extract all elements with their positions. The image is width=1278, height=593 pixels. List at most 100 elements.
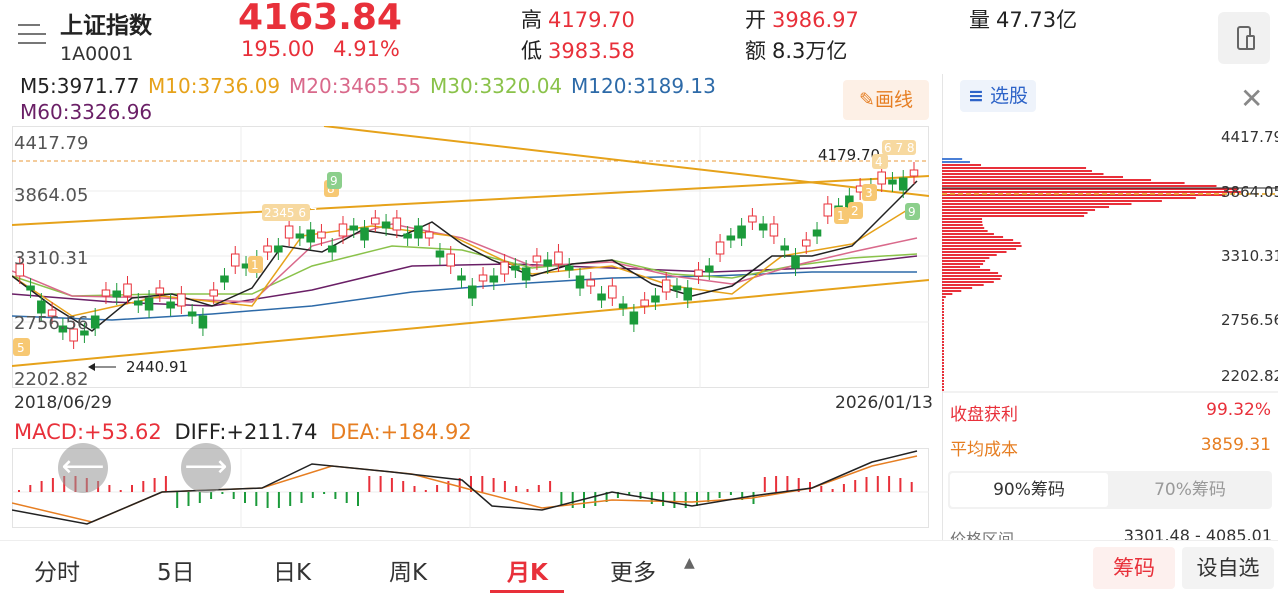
candle	[662, 280, 670, 292]
chip-bar	[942, 290, 961, 292]
chip-bar	[942, 320, 944, 322]
candle	[813, 230, 821, 236]
candle	[619, 304, 627, 308]
end-date: 2026/01/13	[835, 393, 933, 413]
device-switch-button[interactable]	[1218, 12, 1270, 64]
chip-bar	[942, 284, 984, 286]
candle	[199, 316, 207, 328]
chip-bar	[942, 272, 998, 274]
chips-button[interactable]: 筹码	[1093, 547, 1175, 589]
stock-picker-tab[interactable]: ≡ 选股	[960, 80, 1036, 112]
stock-picker-label: 选股	[990, 85, 1028, 107]
candle	[264, 246, 272, 252]
tab-daily[interactable]: 日K	[273, 553, 311, 587]
candle	[447, 254, 455, 266]
device-switch-icon	[1218, 12, 1270, 64]
candle	[404, 234, 412, 238]
tab-monthly[interactable]: 月K	[507, 553, 548, 587]
candle	[878, 172, 886, 184]
tab-intraday[interactable]: 分时	[34, 553, 80, 587]
candle	[328, 246, 336, 252]
macd-bar	[640, 492, 642, 499]
tab-five-day[interactable]: 5日	[157, 553, 195, 587]
chip-bar	[942, 218, 982, 220]
macd-bar	[29, 485, 31, 492]
chip-bar	[942, 353, 944, 355]
menu-lines-icon[interactable]	[18, 22, 46, 48]
kline-y-label-3: 3310.31	[14, 248, 88, 269]
chip-bar	[942, 365, 944, 367]
svg-text:9: 9	[908, 205, 916, 219]
scroll-right-button[interactable]: ⟶	[181, 443, 231, 493]
candle	[716, 242, 724, 254]
period-tab-bar: 分时 5日 日K 周K 月K 更多 ▲ 筹码 设自选	[0, 540, 1278, 593]
chip-bar	[942, 269, 990, 271]
price-change: 195.00 4.91%	[241, 37, 400, 61]
candle	[469, 286, 477, 298]
candle	[576, 276, 584, 288]
chip-bar	[942, 308, 944, 310]
kline-y-label-2: 3864.05	[14, 185, 88, 206]
macd-bar	[832, 489, 834, 492]
macd-bar	[380, 476, 382, 492]
chip-bar	[942, 179, 1151, 181]
macd-bar	[911, 482, 913, 492]
candle	[296, 234, 304, 238]
macd-bar	[493, 478, 495, 492]
chip-bar	[942, 164, 981, 166]
chip-bar	[942, 275, 1002, 277]
high-value: 4179.70	[548, 8, 635, 32]
chip-bar	[942, 257, 989, 259]
chip-bar	[942, 359, 944, 361]
candle	[555, 252, 563, 264]
caret-up-icon[interactable]: ▲	[684, 555, 695, 571]
macd-bar	[425, 490, 427, 492]
chip-bar	[942, 332, 944, 334]
candle	[38, 301, 46, 313]
tab-70-percent[interactable]: 70%筹码	[1110, 473, 1270, 507]
candle	[738, 226, 746, 238]
close-icon[interactable]: ✕	[1240, 82, 1263, 115]
macd-bar	[820, 486, 822, 492]
draw-line-button[interactable]: ✎画线	[843, 80, 929, 120]
candle	[188, 312, 196, 316]
candle	[609, 286, 617, 298]
chip-bar	[942, 239, 1013, 241]
macd-bar	[18, 490, 20, 492]
change-value: 195.00	[241, 37, 314, 61]
add-watchlist-button[interactable]: 设自选	[1182, 547, 1274, 589]
chip-bar	[942, 356, 944, 358]
open-stat: 开 3986.97	[745, 4, 859, 34]
open-value: 3986.97	[772, 8, 859, 32]
macd-chart[interactable]	[12, 448, 929, 528]
macd-bar	[414, 486, 416, 492]
scroll-left-button[interactable]: ⟵	[58, 443, 108, 493]
macd-bar	[346, 492, 348, 503]
candle	[759, 224, 767, 230]
candle	[899, 178, 907, 190]
macd-bar	[233, 492, 235, 499]
macd-bar	[210, 492, 212, 499]
macd-bar	[323, 492, 325, 494]
candlestick-chart[interactable]: 4179.70 2440.91 5 8 9 9 1 2345 6 7 1 2 3…	[12, 126, 929, 388]
chip-bar	[942, 197, 1196, 199]
macd-bar	[673, 492, 675, 508]
macd-bar	[447, 481, 449, 492]
macd-bar	[809, 482, 811, 492]
start-date: 2018/06/29	[14, 393, 112, 413]
tab-90-percent[interactable]: 90%筹码	[950, 473, 1108, 507]
macd-bar	[899, 478, 901, 492]
tab-more[interactable]: 更多	[610, 553, 656, 587]
macd-bar	[221, 492, 223, 494]
chip-bar	[942, 389, 944, 391]
macd-bar	[199, 492, 201, 503]
svg-text:5: 5	[17, 341, 25, 355]
tab-weekly[interactable]: 周K	[389, 553, 427, 587]
chip-bar	[942, 263, 983, 265]
ma60-label: M60:3326.96	[20, 100, 152, 124]
profit-ratio-value: 99.32%	[1121, 400, 1271, 420]
low-label: 低	[521, 39, 542, 63]
candle	[533, 256, 541, 262]
macd-bar	[267, 492, 269, 508]
chip-bar	[942, 371, 944, 373]
